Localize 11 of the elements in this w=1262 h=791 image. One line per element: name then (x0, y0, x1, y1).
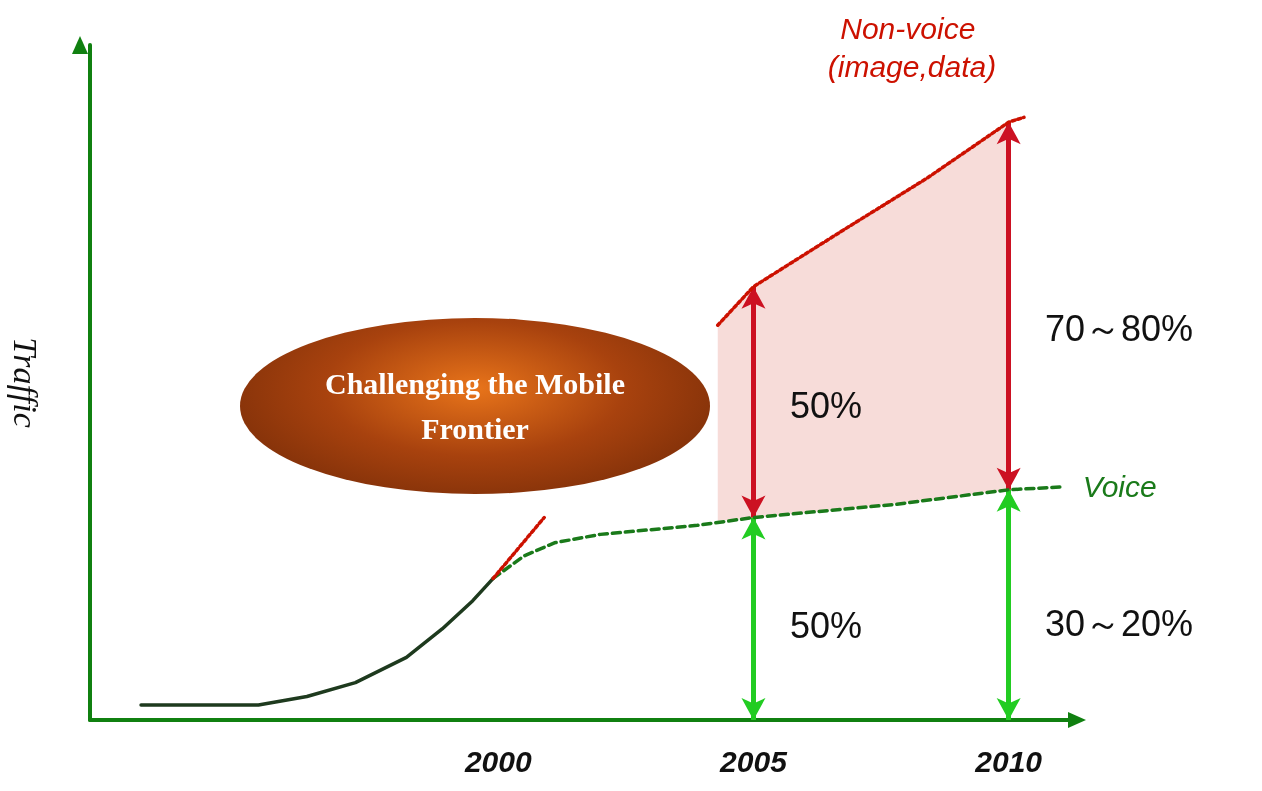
annotation: 50% (790, 385, 863, 427)
x-tick-label: 2005 (719, 744, 789, 778)
y-axis-title: Traffic (6, 337, 44, 428)
ellipse-badge: Challenging the Mobile Frontier (240, 318, 710, 494)
annotation: 30～20% (1045, 602, 1194, 646)
x-tick-label: 2000 (463, 744, 532, 778)
x-tick-label: 2010 (974, 744, 1043, 778)
annotation: 70～80% (1045, 307, 1194, 351)
annotation: 50% (790, 605, 863, 647)
series-label: Voice (1082, 470, 1157, 504)
series-label: Non-voice (image,data) (827, 11, 997, 83)
